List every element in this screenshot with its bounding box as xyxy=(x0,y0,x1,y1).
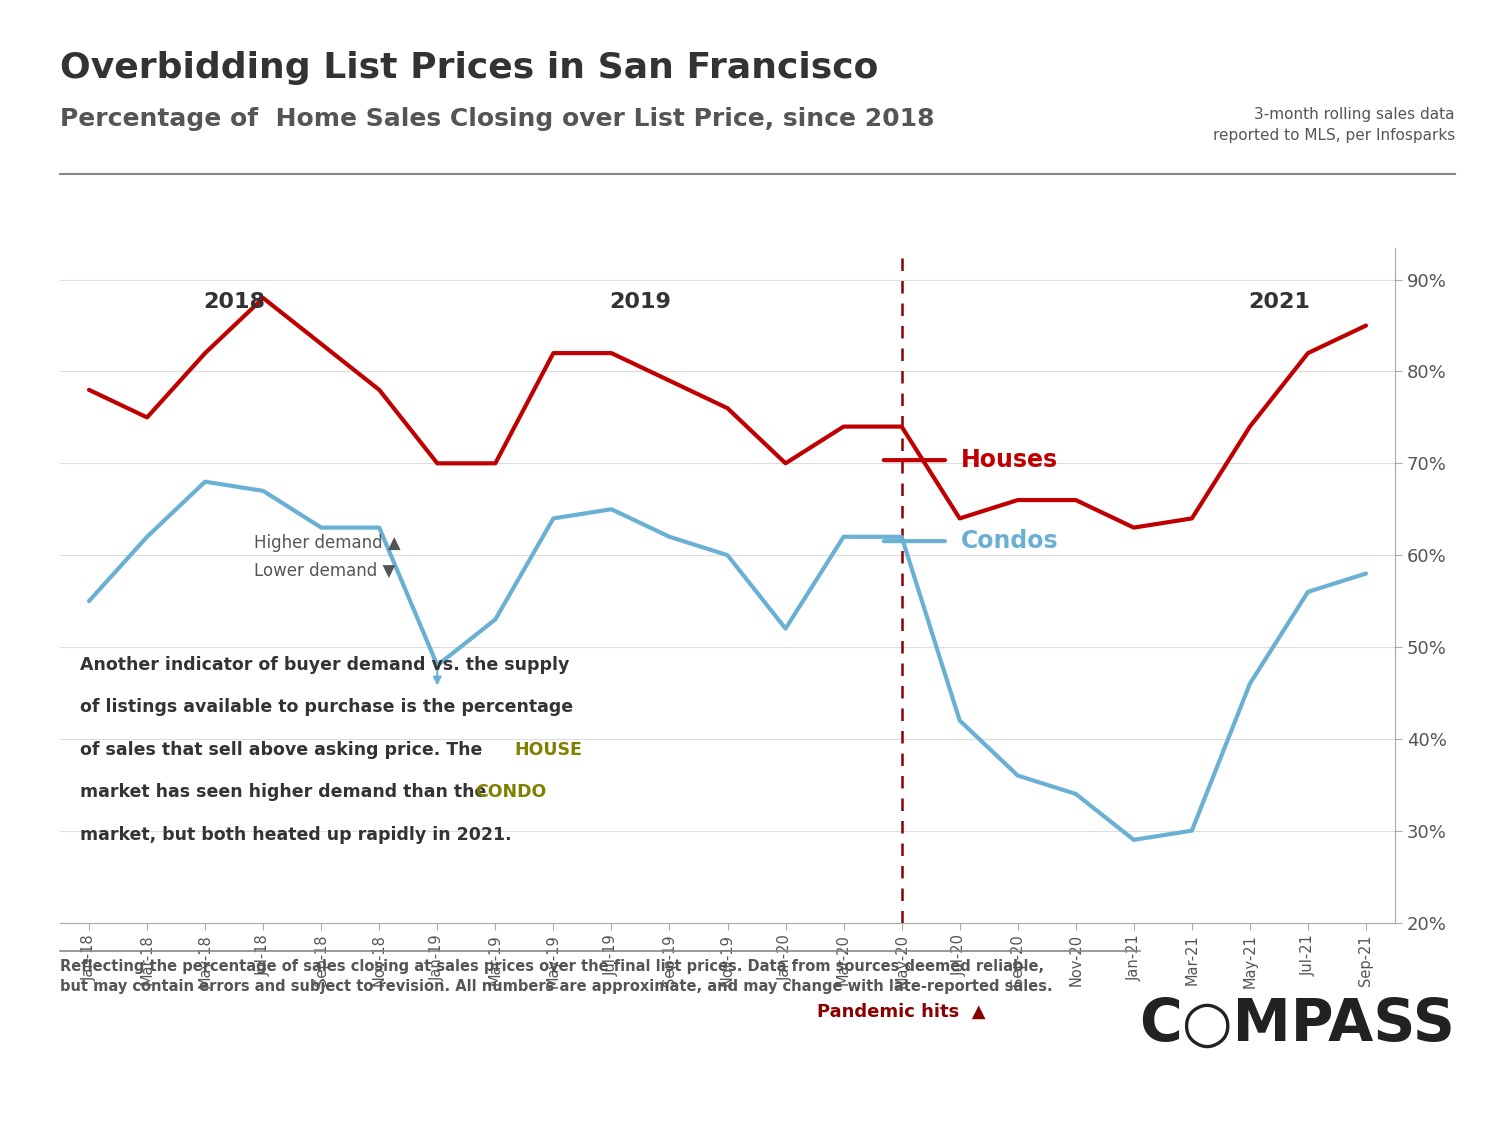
Text: market, but both heated up rapidly in 2021.: market, but both heated up rapidly in 20… xyxy=(80,826,512,844)
Text: Percentage of  Home Sales Closing over List Price, since 2018: Percentage of Home Sales Closing over Li… xyxy=(60,107,934,130)
Text: Another indicator of buyer demand vs. the supply: Another indicator of buyer demand vs. th… xyxy=(80,656,570,674)
Text: C○MPASS: C○MPASS xyxy=(1140,996,1455,1052)
Text: 3-month rolling sales data
reported to MLS, per Infosparks: 3-month rolling sales data reported to M… xyxy=(1212,107,1455,143)
Text: Houses: Houses xyxy=(962,448,1059,472)
Text: market has seen higher demand than the: market has seen higher demand than the xyxy=(80,783,492,801)
Text: Pandemic hits  ▲: Pandemic hits ▲ xyxy=(818,1004,986,1022)
Text: CONDO: CONDO xyxy=(476,783,546,801)
Text: 2018: 2018 xyxy=(202,291,266,312)
Text: Higher demand ▲
Lower demand ▼: Higher demand ▲ Lower demand ▼ xyxy=(254,534,400,580)
Text: 2019: 2019 xyxy=(609,291,672,312)
Text: Condos: Condos xyxy=(962,529,1059,554)
Text: Overbidding List Prices in San Francisco: Overbidding List Prices in San Francisco xyxy=(60,51,879,84)
Text: of listings available to purchase is the percentage: of listings available to purchase is the… xyxy=(80,699,573,717)
Text: HOUSE: HOUSE xyxy=(514,741,582,759)
Text: 2021: 2021 xyxy=(1248,291,1310,312)
Text: Reflecting the percentage of sales closing at sales prices over the final list p: Reflecting the percentage of sales closi… xyxy=(60,958,1053,994)
Text: of sales that sell above asking price. The: of sales that sell above asking price. T… xyxy=(80,741,489,759)
